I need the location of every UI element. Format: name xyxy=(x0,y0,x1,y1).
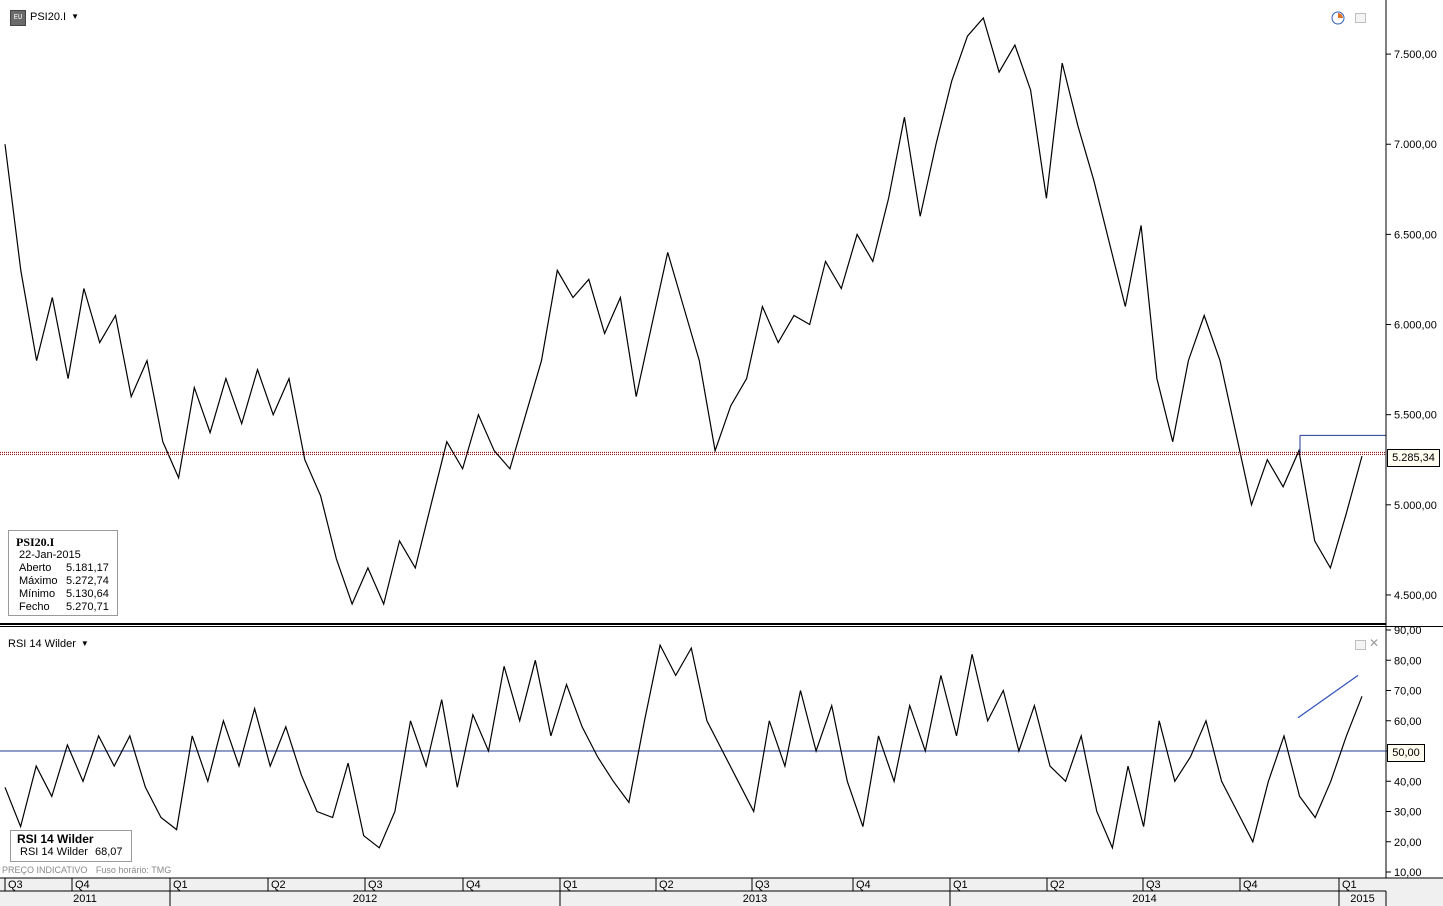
rsi-tick-label: 30,00 xyxy=(1394,807,1422,819)
info-box-value: 5.181,17 xyxy=(66,562,109,574)
info-box-label: Mínimo xyxy=(19,588,56,600)
rsi-series-line xyxy=(4,643,1363,850)
symbol-selector[interactable]: PSI20.I ▼ xyxy=(30,10,79,24)
restore-icon[interactable] xyxy=(1355,13,1366,23)
year-label: 2013 xyxy=(743,893,767,905)
quarter-label: Q2 xyxy=(659,879,674,891)
rsi-close-icon[interactable]: ✕ xyxy=(1369,636,1380,650)
rsi-restore-icon[interactable] xyxy=(1355,640,1366,650)
info-box-row-high: Máximo 5.272,74 xyxy=(9,575,117,588)
quarter-label: Q4 xyxy=(1243,879,1258,891)
price-tick-label: 6.000,00 xyxy=(1394,320,1437,332)
quarter-label: Q2 xyxy=(1050,879,1065,891)
rsi-tick-label: 80,00 xyxy=(1394,655,1422,667)
year-label: 2015 xyxy=(1350,893,1374,905)
rsi-tick-label: 60,00 xyxy=(1394,716,1422,728)
rsi-info-value: 68,07 xyxy=(95,846,123,858)
quarter-label: Q4 xyxy=(466,879,481,891)
rsi-indicator-selector[interactable]: RSI 14 Wilder ▼ xyxy=(8,637,89,651)
quarter-label: Q3 xyxy=(368,879,383,891)
year-label: 2014 xyxy=(1132,893,1156,905)
rsi-info-box: RSI 14 Wilder RSI 14 Wilder 68,07 xyxy=(10,830,132,862)
quarter-label: Q4 xyxy=(75,879,90,891)
chart-type-icon[interactable]: EU xyxy=(10,10,26,26)
x-axis-bg xyxy=(0,878,1443,906)
quarter-label: Q4 xyxy=(856,879,871,891)
info-box-row-low: Mínimo 5.130,64 xyxy=(9,588,117,601)
rsi-tick-label: 90,00 xyxy=(1394,625,1422,637)
price-tick-label: 6.500,00 xyxy=(1394,229,1437,241)
quarter-label: Q3 xyxy=(755,879,770,891)
panel-separator xyxy=(0,623,1386,625)
price-y-axis: 4.500,00 5.000,00 5.500,00 6.000,00 6.500,00… xyxy=(1386,49,1437,602)
quarter-label: Q3 xyxy=(1146,879,1161,891)
price-series-line xyxy=(4,16,1363,606)
price-tick-label: 5.500,00 xyxy=(1394,410,1437,422)
info-box-label: Aberto xyxy=(19,562,52,574)
price-tick-label: 4.500,00 xyxy=(1394,590,1437,602)
quarter-label: Q2 xyxy=(271,879,286,891)
footnote-timezone: Fuso horário: TMG xyxy=(95,865,172,875)
price-tick-label: 7.000,00 xyxy=(1394,139,1437,151)
chevron-down-icon[interactable]: ▼ xyxy=(71,12,79,21)
info-box-label: Máximo xyxy=(19,575,58,587)
chevron-down-icon[interactable]: ▼ xyxy=(80,639,89,648)
price-tick-label: 5.000,00 xyxy=(1394,500,1437,512)
price-tick-label: 7.500,00 xyxy=(1394,49,1437,61)
rsi-panel xyxy=(0,643,1386,850)
clock-icon[interactable] xyxy=(1331,11,1345,25)
price-current-badge: 5.285,34 xyxy=(1387,449,1440,467)
rsi-tick-label: 70,00 xyxy=(1394,686,1422,698)
rsi-trend-line xyxy=(1297,674,1359,719)
rsi-info-label: RSI 14 Wilder xyxy=(20,846,88,858)
info-box-date: 22-Jan-2015 xyxy=(19,549,81,561)
quarter-label: Q1 xyxy=(1342,879,1357,891)
price-panel xyxy=(0,16,1386,606)
info-box-value: 5.270,71 xyxy=(66,601,109,613)
info-box-label: Fecho xyxy=(19,601,50,613)
quarter-label: Q3 xyxy=(8,879,23,891)
info-box-title: PSI20.I xyxy=(16,535,55,549)
info-box-value: 5.130,64 xyxy=(66,588,109,600)
quarter-label: Q1 xyxy=(173,879,188,891)
year-label: 2012 xyxy=(353,893,377,905)
footnote-indicative: PREÇO INDICATIVO xyxy=(2,865,88,875)
symbol-label: PSI20.I xyxy=(30,11,67,23)
panel-separator-2 xyxy=(0,626,1443,627)
rsi-tick-label: 10,00 xyxy=(1394,867,1422,879)
quarter-label: Q1 xyxy=(563,879,578,891)
rsi-info-title: RSI 14 Wilder xyxy=(17,832,94,846)
footnote: PREÇO INDICATIVO Fuso horário: TMG xyxy=(2,865,171,875)
rsi-tick-label: 40,00 xyxy=(1394,776,1422,788)
quarter-label: Q1 xyxy=(953,879,968,891)
ohlc-info-box: PSI20.I 22-Jan-2015 Aberto 5.181,17 Máxim… xyxy=(8,530,118,616)
x-axis: Q3 Q4 Q1 Q2 Q3 Q4 Q1 Q2 Q3 Q4 Q1 Q2 Q3 Q4 Q1 2011 2012 20… xyxy=(4,878,1387,906)
rsi-title: RSI 14 Wilder xyxy=(8,638,76,650)
rsi-reference-badge: 50,00 xyxy=(1387,744,1425,762)
info-box-value: 5.272,74 xyxy=(66,575,109,587)
info-box-row-close: Fecho 5.270,71 xyxy=(9,601,117,614)
rsi-tick-label: 20,00 xyxy=(1394,837,1422,849)
info-box-row-open: Aberto 5.181,17 xyxy=(9,562,117,575)
year-label: 2011 xyxy=(73,893,97,905)
